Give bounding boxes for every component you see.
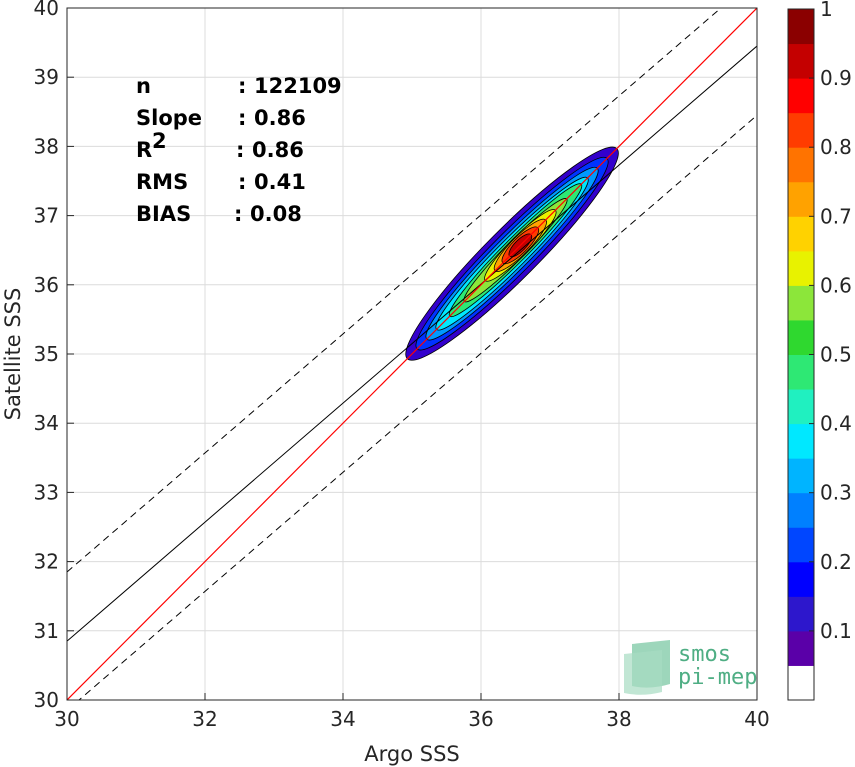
y-tick-label: 32 <box>34 550 59 574</box>
stat-label: Slope <box>136 106 202 130</box>
stat-label: n <box>136 74 151 98</box>
colorbar-swatch <box>788 319 814 355</box>
reference-lines <box>67 8 757 700</box>
y-tick-label: 33 <box>34 480 59 504</box>
x-tick-label: 30 <box>54 707 79 731</box>
colorbar-tick-label: 0.7 <box>820 204 852 228</box>
stat-label-superscript: 2 <box>152 129 167 153</box>
y-tick-label: 34 <box>34 411 59 435</box>
colorbar-swatch <box>788 250 814 286</box>
y-axis-label: Satellite SSS <box>1 288 25 421</box>
colorbar-swatch <box>788 181 814 217</box>
colorbar-swatch <box>788 561 814 597</box>
stat-value: 0.08 <box>250 202 302 226</box>
colorbar-tick-label: 0.4 <box>820 412 852 436</box>
colorbar-swatch <box>788 630 814 666</box>
colorbar-tick-label: 0.1 <box>820 619 852 643</box>
colorbar-swatch <box>788 458 814 494</box>
stat-label: RMS <box>136 170 188 194</box>
colorbar-tick-label: 0.2 <box>820 550 852 574</box>
colorbar-swatch <box>788 216 814 252</box>
x-tick-label: 36 <box>468 707 493 731</box>
y-tick-label: 36 <box>34 273 59 297</box>
grid <box>66 7 758 701</box>
identity-line <box>67 8 757 700</box>
stat-separator: : <box>238 106 246 130</box>
stat-value: 0.86 <box>254 106 306 130</box>
colorbar-tick-label: 0.5 <box>820 343 852 367</box>
colorbar-swatch <box>788 147 814 183</box>
stat-value: 0.41 <box>254 170 306 194</box>
stat-label: R <box>136 138 152 162</box>
stat-separator: : <box>238 170 246 194</box>
smos-pimep-logo: smos pi-mep <box>624 640 757 695</box>
colorbar-swatch <box>788 665 814 701</box>
envelope-line-lower <box>78 114 757 700</box>
colorbar: 0.1 0.2 0.3 0.4 0.5 0.6 0.7 0.8 0.9 1 <box>787 0 852 701</box>
colorbar-tick-label: 0.6 <box>820 273 852 297</box>
stat-value: 0.86 <box>252 138 304 162</box>
x-tick-label: 40 <box>744 707 769 731</box>
colorbar-swatch <box>788 43 814 79</box>
colorbar-swatch <box>788 112 814 148</box>
colorbar-swatch <box>788 9 814 45</box>
colorbar-swatch <box>788 285 814 321</box>
stat-value: 122109 <box>254 74 342 98</box>
colorbar-tick-label: 0.3 <box>820 481 852 505</box>
y-tick-label: 31 <box>34 619 59 643</box>
logo-wave-icon-2 <box>624 650 662 695</box>
x-axis-label: Argo SSS <box>364 742 459 766</box>
colorbar-swatch <box>788 527 814 563</box>
colorbar-swatch <box>788 492 814 528</box>
y-tick-label: 30 <box>34 688 59 712</box>
y-tick-label: 38 <box>34 134 59 158</box>
stat-label: BIAS <box>136 202 191 226</box>
fit-line <box>67 45 757 642</box>
y-tick-label: 40 <box>34 0 59 20</box>
colorbar-tick-label: 1 <box>820 0 833 21</box>
colorbar-swatch <box>788 389 814 425</box>
logo-text-smos: smos <box>678 642 731 667</box>
colorbar-tick-label: 0.9 <box>820 66 852 90</box>
stat-separator: : <box>238 74 246 98</box>
y-axis: 30 31 32 33 34 35 36 37 38 39 40 <box>34 0 74 712</box>
x-axis: 30 32 34 36 38 40 <box>54 693 770 731</box>
x-tick-label: 34 <box>330 707 355 731</box>
colorbar-swatch <box>788 423 814 459</box>
y-tick-label: 35 <box>34 342 59 366</box>
envelope-line-upper <box>67 8 722 573</box>
colorbar-tick-label: 0.8 <box>820 135 852 159</box>
stat-separator: : <box>234 202 242 226</box>
logo-text-pimep: pi-mep <box>678 665 757 690</box>
colorbar-swatch <box>788 596 814 632</box>
y-tick-label: 39 <box>34 65 59 89</box>
stat-separator: : <box>236 138 244 162</box>
x-tick-label: 38 <box>606 707 631 731</box>
colorbar-swatch <box>788 354 814 390</box>
y-tick-label: 37 <box>34 204 59 228</box>
colorbar-swatch <box>788 78 814 114</box>
x-tick-label: 32 <box>192 707 217 731</box>
